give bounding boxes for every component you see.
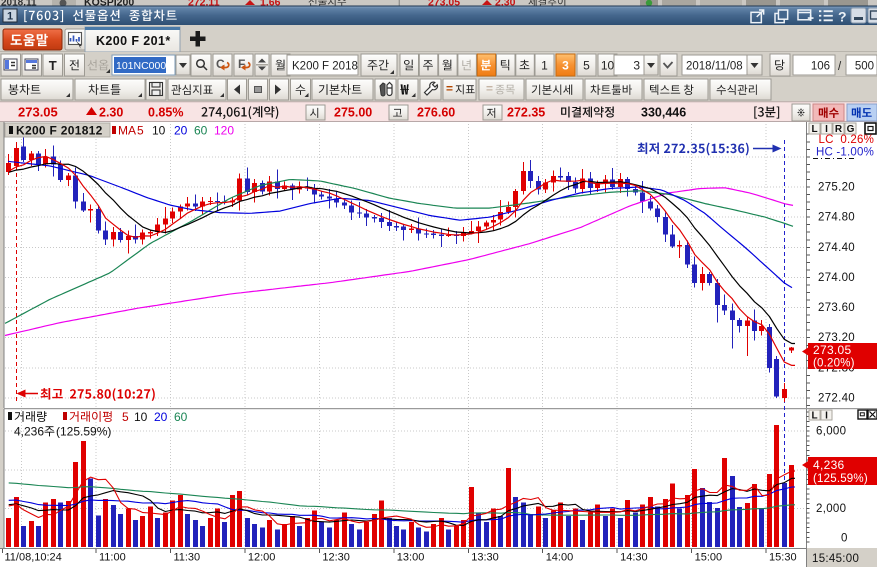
svg-text:?: ? [838,9,847,25]
svg-text:=: = [486,82,493,96]
svg-text:G: G [847,124,855,135]
svg-text:101NC000: 101NC000 [116,60,166,72]
svg-text:2018/11/08: 2018/11/08 [686,61,743,73]
svg-text:I: I [825,411,828,422]
svg-text:10: 10 [152,124,166,138]
svg-text:5: 5 [137,124,144,138]
svg-text:60: 60 [174,410,188,424]
svg-text:274.80: 274.80 [818,212,855,224]
svg-text:273.05: 273.05 [18,105,58,120]
svg-text:R: R [835,124,843,135]
svg-text:20: 20 [174,124,188,138]
svg-text:C: C [216,57,225,71]
svg-text:12:30: 12:30 [322,552,350,564]
svg-text:11:00: 11:00 [99,552,126,564]
svg-text:K200 F 201812: K200 F 201812 [16,124,103,138]
svg-text:L: L [811,411,817,422]
svg-text:2018.11: 2018.11 [1,0,37,9]
svg-text:60: 60 [194,124,208,138]
svg-text:(0.20%): (0.20%) [813,358,855,370]
svg-text:15:30: 15:30 [769,552,797,564]
svg-text:0: 0 [841,533,847,545]
svg-text:500: 500 [855,61,874,73]
svg-text:K200 F 2018: K200 F 2018 [292,61,358,73]
svg-text:273.05: 273.05 [813,343,852,357]
svg-text:|: | [398,0,400,8]
svg-text:HC -1.00%: HC -1.00% [816,147,874,159]
svg-text:(125.59%): (125.59%) [813,473,868,485]
svg-text:272.11: 272.11 [188,0,220,9]
svg-text:1: 1 [7,11,13,23]
svg-text:106: 106 [811,61,830,73]
svg-text:10: 10 [134,410,148,424]
svg-text:275.20: 275.20 [818,182,855,194]
svg-text:MA: MA [118,124,136,138]
svg-text:5: 5 [122,410,129,424]
svg-text:275.00: 275.00 [334,106,372,120]
svg-text:F: F [238,57,245,71]
svg-text:KOSPI200: KOSPI200 [84,0,134,9]
svg-text:10: 10 [601,59,615,73]
svg-text:T: T [49,58,57,73]
svg-text:LC 0.26%: LC 0.26% [819,134,875,146]
svg-text:273.20: 273.20 [818,332,855,344]
svg-text:4,236: 4,236 [14,425,44,439]
svg-text:13:00: 13:00 [397,552,425,564]
svg-text:273.05: 273.05 [428,0,460,9]
svg-text:15:00: 15:00 [695,552,723,564]
svg-text:(125.59%): (125.59%) [56,425,111,439]
svg-text:273.60: 273.60 [818,302,855,314]
svg-text:=: = [446,82,453,96]
svg-text:I: I [825,124,828,135]
svg-text:14:00: 14:00 [546,552,574,564]
svg-text:274.00: 274.00 [818,272,855,284]
svg-text:3: 3 [562,59,569,73]
svg-text:14:30: 14:30 [620,552,648,564]
svg-text:330,446: 330,446 [641,106,686,120]
svg-text:276.60: 276.60 [417,106,455,120]
svg-text:15:45:00: 15:45:00 [812,553,859,565]
svg-text:12:00: 12:00 [248,552,276,564]
svg-text:2.30: 2.30 [99,106,123,120]
svg-text:272.35: 272.35 [507,106,545,120]
svg-text:1.66: 1.66 [260,0,281,9]
svg-text:0.85%: 0.85% [148,106,183,120]
svg-text:20: 20 [154,410,168,424]
svg-text:11:30: 11:30 [173,552,200,564]
svg-text:4,236: 4,236 [813,458,845,472]
svg-text:6,000: 6,000 [816,426,846,438]
svg-text:/: / [838,61,842,73]
svg-text:5: 5 [583,59,590,73]
svg-text:3: 3 [633,59,640,73]
svg-text:120: 120 [214,124,234,138]
svg-text:11/08,10:24: 11/08,10:24 [5,552,62,564]
svg-text:2.30: 2.30 [495,0,516,9]
svg-text:2,000: 2,000 [816,503,846,515]
svg-text:L: L [811,124,817,135]
svg-text:272.40: 272.40 [818,393,855,405]
svg-text:274.40: 274.40 [818,242,855,254]
svg-text:1: 1 [541,59,548,73]
svg-text:13:30: 13:30 [471,552,499,564]
svg-text:K200 F 201*: K200 F 201* [96,34,171,48]
